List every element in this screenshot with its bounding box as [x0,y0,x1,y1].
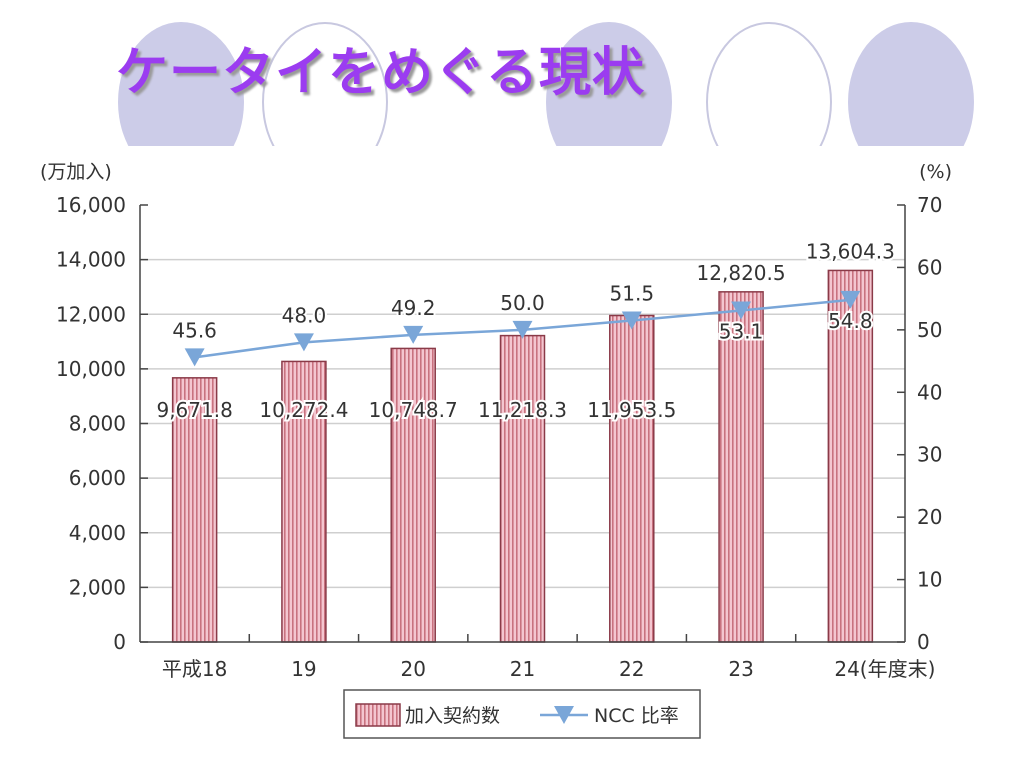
line-value-label: 54.8 [828,309,873,333]
line-marker [621,311,642,330]
y-left-tick-label: 16,000 [56,193,126,217]
bar [390,347,436,643]
x-tick-label: 21 [510,657,535,681]
y-left-axis-label: (万加入) [40,161,112,183]
bar [827,269,874,643]
bar-value-label: 13,604.3 [806,239,895,263]
x-tick-label: 23 [728,657,753,681]
y-left-tick-label: 14,000 [56,248,126,272]
bar-value-label: 9,671.8 [156,398,232,422]
y-right-tick-label: 40 [917,380,942,404]
y-left-tick-label: 2,000 [69,575,126,599]
legend-swatch-bars [355,703,401,727]
x-tick-label: 20 [400,657,425,681]
legend [343,689,701,739]
line-value-label: 51.5 [610,281,655,305]
line-marker [840,290,861,309]
title-band-mask [0,146,1024,186]
y-left-tick-label: 8,000 [69,412,126,436]
bar-value-label: 11,953.5 [587,398,676,422]
y-right-tick-label: 0 [917,630,930,654]
y-right-tick-label: 20 [917,505,942,529]
y-left-tick-label: 0 [113,630,126,654]
y-right-tick-label: 60 [917,255,942,279]
x-tick-label: 22 [619,657,644,681]
bar [609,314,655,643]
legend-swatch-marker [554,706,574,724]
bar [499,334,546,643]
x-tick-label: 24(年度末) [834,657,935,681]
bar [281,360,327,643]
bar [718,291,764,643]
legend-label-bars: 加入契約数 [405,705,500,727]
slide-title: ケータイをめぐる現状 [116,43,645,103]
y-left-tick-label: 10,000 [56,357,126,381]
y-left-tick-label: 6,000 [69,466,126,490]
line-value-label: 45.6 [172,318,217,342]
bar-value-label: 12,820.5 [697,261,786,285]
bar-value-label: 10,272.4 [259,398,348,422]
line-value-label: 50.0 [500,291,545,315]
y-left-tick-label: 4,000 [69,521,126,545]
y-right-tick-label: 70 [917,193,942,217]
y-right-tick-label: 10 [917,568,942,592]
line-marker [403,325,424,344]
line-marker [293,333,314,352]
legend-label-line: NCC 比率 [594,705,679,727]
line-marker [184,348,205,367]
bar-value-label: 10,748.7 [369,398,458,422]
bar-value-label: 11,218.3 [478,398,567,422]
x-tick-label: 19 [291,657,316,681]
y-right-axis-label: (%) [919,161,952,183]
x-tick-label: 平成18 [162,657,227,681]
line-value-label: 53.1 [719,320,764,344]
y-right-tick-label: 50 [917,318,942,342]
line-marker [731,301,752,320]
y-left-tick-label: 12,000 [56,302,126,326]
line-value-label: 48.0 [282,303,327,327]
y-right-tick-label: 30 [917,443,942,467]
line-marker [512,320,533,339]
line-value-label: 49.2 [391,296,436,320]
